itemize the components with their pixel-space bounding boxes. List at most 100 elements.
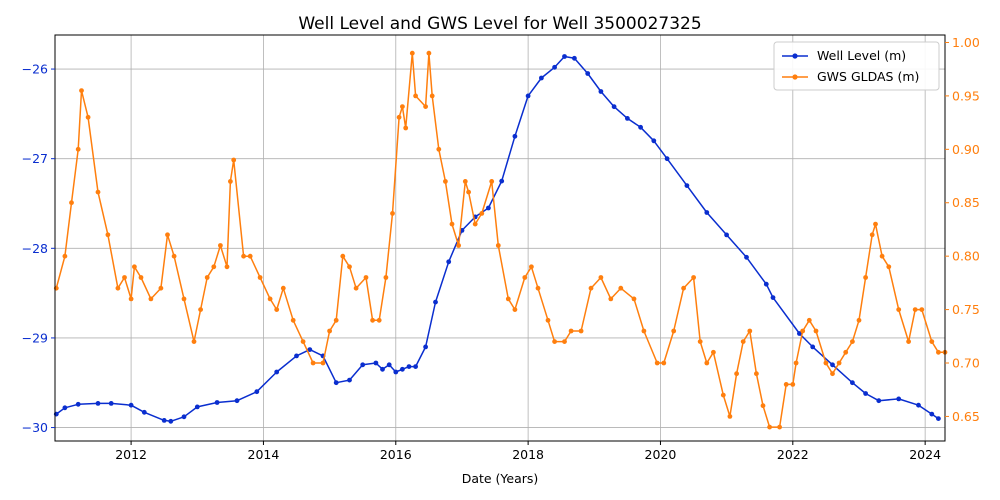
series-point-gws-gldas-m: [466, 189, 471, 195]
series-point-well-level-m: [512, 133, 518, 139]
series-point-gws-gldas-m: [681, 285, 686, 291]
series-point-gws-gldas-m: [522, 275, 528, 280]
x-tick-label: 2014: [248, 447, 280, 462]
series-point-gws-gldas-m: [535, 285, 541, 291]
series-point-well-level-m: [360, 362, 366, 368]
series-point-gws-gldas-m: [211, 264, 217, 270]
series-point-gws-gldas-m: [936, 349, 941, 355]
legend-well-marker: [792, 53, 798, 59]
series-point-gws-gldas-m: [856, 317, 862, 323]
series-point-gws-gldas-m: [181, 296, 187, 302]
series-point-well-level-m: [638, 124, 643, 130]
series-point-gws-gldas-m: [290, 317, 296, 323]
series-point-well-level-m: [307, 347, 313, 352]
series-point-gws-gldas-m: [879, 253, 885, 259]
series-point-gws-gldas-m: [836, 360, 842, 366]
series-point-well-level-m: [598, 89, 604, 94]
series-point-well-level-m: [863, 391, 868, 396]
y-left-tick-label: −27: [22, 151, 48, 166]
series-point-gws-gldas-m: [79, 88, 84, 93]
series-point-well-level-m: [294, 353, 299, 359]
series-point-well-level-m: [423, 344, 428, 350]
series-point-gws-gldas-m: [529, 264, 534, 270]
x-axis-label: Date (Years): [462, 471, 539, 486]
series-point-gws-gldas-m: [823, 360, 829, 366]
y-right-tick-label: 0.85: [952, 195, 980, 210]
series-point-gws-gldas-m: [747, 328, 753, 334]
series-point-gws-gldas-m: [363, 275, 369, 280]
x-tick-label: 2022: [777, 447, 809, 462]
series-point-well-level-m: [936, 416, 941, 421]
series-point-well-level-m: [810, 344, 816, 350]
series-point-well-level-m: [562, 54, 567, 59]
legend-gws-label: GWS GLDAS (m): [817, 69, 919, 84]
series-point-gws-gldas-m: [873, 221, 878, 227]
series-point-gws-gldas-m: [105, 232, 111, 238]
series-point-well-level-m: [433, 299, 438, 305]
series-point-gws-gldas-m: [403, 125, 409, 131]
series-point-gws-gldas-m: [241, 253, 247, 259]
series-point-gws-gldas-m: [919, 307, 925, 312]
series-point-gws-gldas-m: [671, 328, 677, 334]
series-point-well-level-m: [499, 178, 505, 184]
axes: 2012 2014 2016 2018 2020 2022 2024 −30 −29 −28 −27…: [22, 35, 980, 462]
series-point-gws-gldas-m: [754, 371, 759, 377]
series-point-well-level-m: [161, 418, 167, 423]
series-point-gws-gldas-m: [62, 253, 68, 259]
series-point-well-level-m: [611, 104, 617, 110]
series-point-gws-gldas-m: [69, 200, 74, 206]
series-point-gws-gldas-m: [310, 360, 316, 366]
series-point-gws-gldas-m: [128, 296, 134, 302]
series-point-well-level-m: [552, 64, 557, 70]
series-point-well-level-m: [62, 405, 68, 411]
series-point-well-level-m: [406, 364, 412, 369]
series-point-gws-gldas-m: [740, 339, 746, 344]
series-point-gws-gldas-m: [608, 296, 614, 302]
series-point-well-level-m: [168, 418, 174, 424]
series-point-well-level-m: [664, 156, 670, 162]
series-point-gws-gldas-m: [929, 339, 935, 344]
y-right-tick-label: 0.70: [952, 356, 980, 371]
series-point-gws-gldas-m: [843, 349, 849, 355]
series-point-gws-gldas-m: [495, 243, 501, 248]
series-point-gws-gldas-m: [138, 275, 144, 280]
y-right-tick-label: 0.95: [952, 88, 980, 103]
series-point-well-level-m: [194, 404, 200, 410]
series-point-well-level-m: [916, 402, 921, 408]
y-right-tick-label: 1.00: [952, 35, 980, 50]
series-point-gws-gldas-m: [327, 328, 332, 334]
series-point-well-level-m: [214, 400, 220, 405]
legend-box: [773, 41, 940, 91]
series-point-gws-gldas-m: [661, 360, 667, 366]
series-point-gws-gldas-m: [618, 285, 624, 291]
series-point-gws-gldas-m: [906, 339, 911, 344]
series-point-well-level-m: [128, 402, 134, 408]
series-point-gws-gldas-m: [75, 146, 81, 152]
series-point-well-level-m: [744, 254, 749, 260]
series-point-well-level-m: [141, 409, 147, 415]
series-point-gws-gldas-m: [267, 296, 273, 302]
series-point-gws-gldas-m: [280, 285, 286, 291]
series-point-well-level-m: [876, 398, 882, 404]
series-point-gws-gldas-m: [720, 392, 726, 398]
series-point-gws-gldas-m: [760, 403, 766, 409]
series-point-well-level-m: [572, 55, 577, 61]
series-point-gws-gldas-m: [228, 179, 233, 184]
series-point-gws-gldas-m: [274, 307, 280, 312]
series-point-gws-gldas-m: [218, 243, 223, 248]
series-point-well-level-m: [770, 295, 776, 300]
series-point-gws-gldas-m: [479, 211, 485, 216]
series-point-gws-gldas-m: [191, 339, 197, 344]
y-left-tick-label: −29: [22, 330, 48, 345]
series-point-gws-gldas-m: [165, 232, 170, 238]
series-point-gws-gldas-m: [400, 104, 405, 109]
series-point-gws-gldas-m: [390, 211, 395, 216]
series-point-gws-gldas-m: [734, 371, 739, 377]
chart-title: Well Level and GWS Level for Well 350002…: [298, 14, 701, 34]
series-point-well-level-m: [797, 331, 802, 336]
grid-lines: [55, 35, 945, 441]
series-point-gws-gldas-m: [429, 93, 435, 99]
series-point-gws-gldas-m: [783, 382, 789, 387]
series-point-gws-gldas-m: [347, 264, 352, 270]
y-left-tick-label: −30: [22, 420, 48, 435]
